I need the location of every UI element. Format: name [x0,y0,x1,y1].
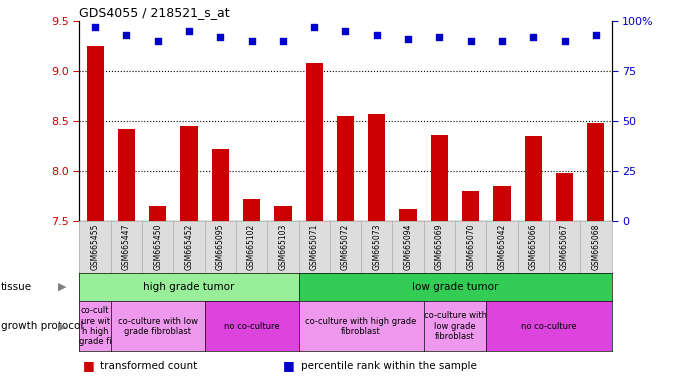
Point [277,38,288,44]
Text: GSM665094: GSM665094 [404,223,413,270]
Text: GSM665450: GSM665450 [153,223,162,270]
Point [152,38,163,44]
Point [90,24,101,30]
Bar [399,209,417,221]
Point [590,32,601,38]
Point [371,32,382,38]
Text: co-culture with low
grade fibroblast: co-culture with low grade fibroblast [117,317,198,336]
Text: GSM665102: GSM665102 [247,223,256,270]
Bar [274,206,292,221]
Point [340,28,351,34]
Point [434,34,445,40]
Text: GSM665072: GSM665072 [341,223,350,270]
Bar [117,129,135,221]
Text: GSM665067: GSM665067 [560,223,569,270]
Text: ■: ■ [83,359,95,372]
Text: no co-culture: no co-culture [521,322,577,331]
Point [121,32,132,38]
Text: GSM665452: GSM665452 [184,223,193,270]
Bar [430,135,448,221]
Text: GSM665068: GSM665068 [591,223,600,270]
Bar [493,186,511,221]
Point [215,34,226,40]
Text: ▶: ▶ [58,282,66,292]
Text: low grade tumor: low grade tumor [412,282,498,292]
Text: GSM665073: GSM665073 [372,223,381,270]
Text: high grade tumor: high grade tumor [143,282,235,292]
Text: transformed count: transformed count [100,361,198,371]
Point [184,28,195,34]
Text: GDS4055 / 218521_s_at: GDS4055 / 218521_s_at [79,5,230,18]
Bar [462,191,480,221]
Point [465,38,476,44]
Point [403,36,414,42]
Bar [587,123,605,221]
Bar [211,149,229,221]
Point [528,34,539,40]
Bar [180,126,198,221]
Point [309,24,320,30]
Text: ■: ■ [283,359,295,372]
Text: growth protocol: growth protocol [1,321,83,331]
Point [559,38,570,44]
Text: ▶: ▶ [58,321,66,331]
Bar [368,114,386,221]
Text: GSM665069: GSM665069 [435,223,444,270]
Bar [149,206,167,221]
Text: GSM665071: GSM665071 [310,223,319,270]
Text: GSM665070: GSM665070 [466,223,475,270]
Text: percentile rank within the sample: percentile rank within the sample [301,361,477,371]
Text: co-culture with high grade
fibroblast: co-culture with high grade fibroblast [305,317,417,336]
Point [496,38,507,44]
Text: GSM665066: GSM665066 [529,223,538,270]
Bar [86,46,104,221]
Text: tissue: tissue [1,282,32,292]
Text: GSM665095: GSM665095 [216,223,225,270]
Text: GSM665455: GSM665455 [91,223,100,270]
Text: co-culture with
low grade
fibroblast: co-culture with low grade fibroblast [424,311,486,341]
Bar [243,199,261,221]
Text: no co-culture: no co-culture [224,322,279,331]
Text: GSM665042: GSM665042 [498,223,507,270]
Text: GSM665447: GSM665447 [122,223,131,270]
Bar [524,136,542,221]
Bar [305,63,323,221]
Bar [337,116,354,221]
Point [246,38,257,44]
Bar [556,173,574,221]
Text: co-cult
ure wit
h high
grade fi: co-cult ure wit h high grade fi [79,306,111,346]
Text: GSM665103: GSM665103 [278,223,287,270]
